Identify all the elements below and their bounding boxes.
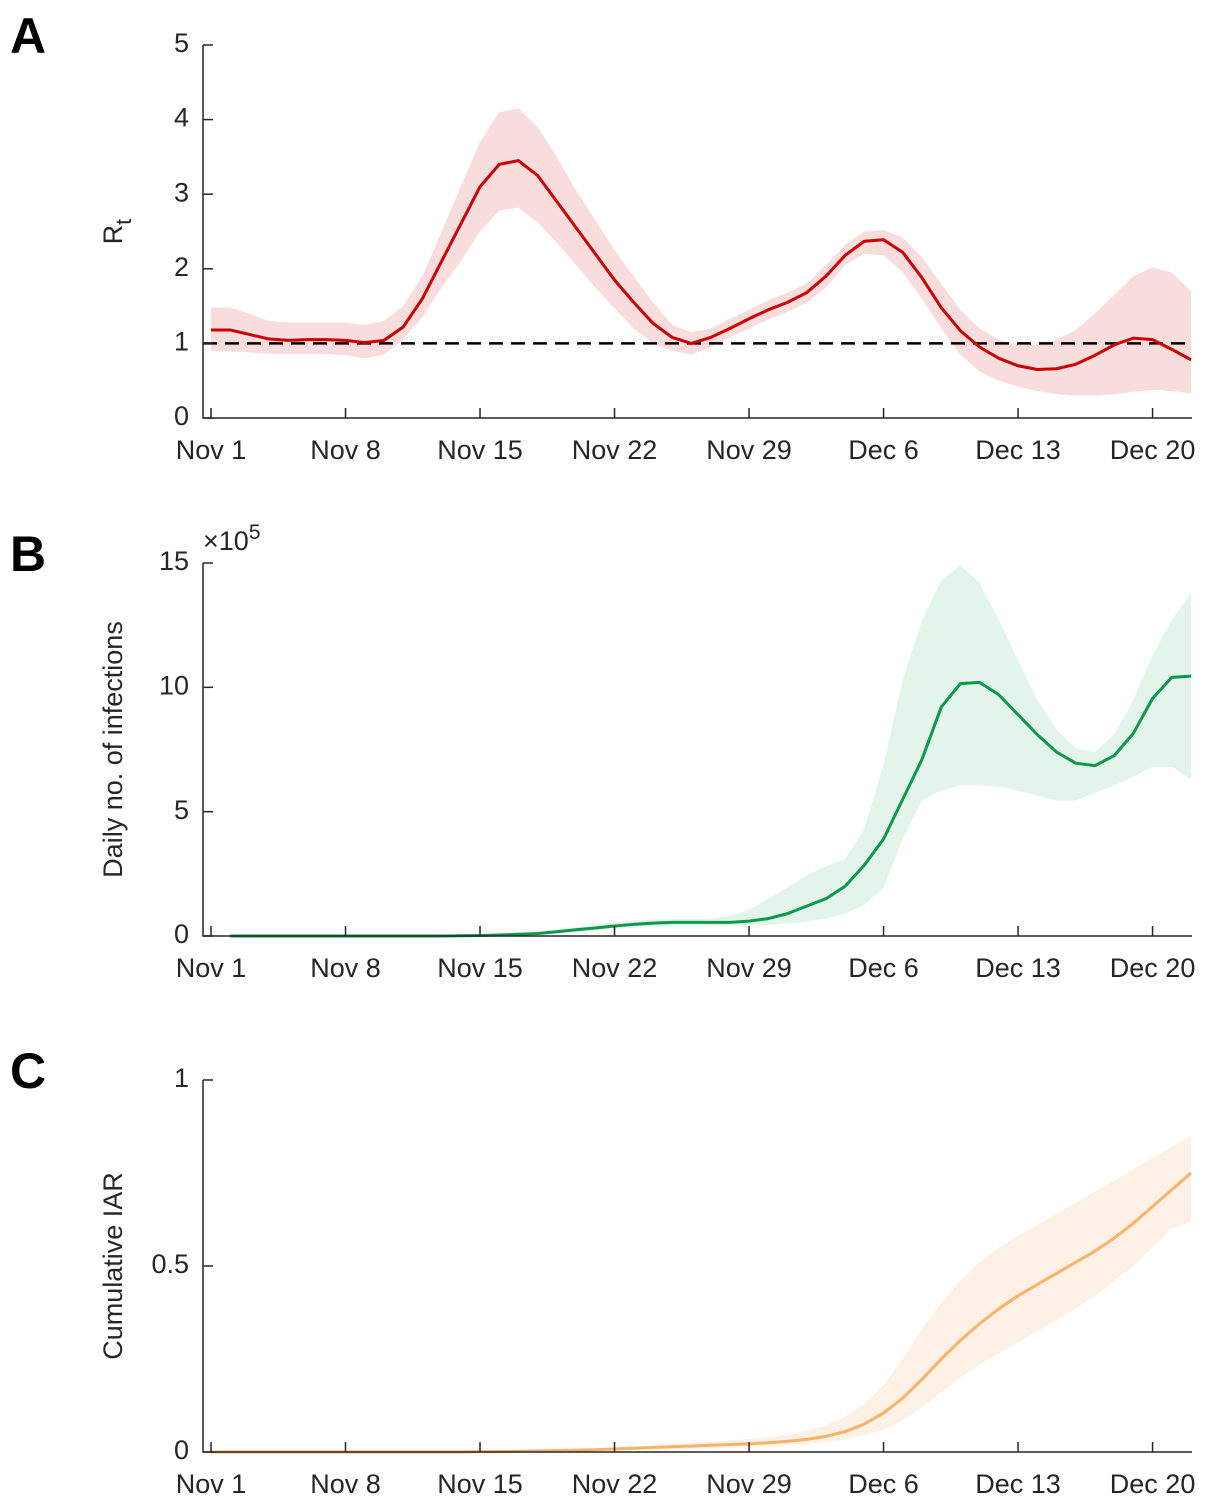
x-tick-label: Nov 1 [176, 1469, 247, 1499]
y-tick-label: 4 [174, 103, 189, 133]
panel-letter: A [10, 8, 46, 64]
y-label-main: Cumulative IAR [98, 1172, 128, 1360]
y-label-main: Daily no. of infections [98, 621, 128, 878]
y-label-main: R [98, 225, 128, 245]
x-tick-label: Dec 20 [1110, 435, 1196, 465]
multiplier-exponent: 5 [249, 521, 261, 544]
y-tick-label: 2 [174, 252, 189, 282]
axis-multiplier: ×105 [203, 521, 261, 557]
x-tick-label: Nov 8 [310, 953, 381, 983]
y-tick-label: 5 [174, 795, 189, 825]
y-tick-label: 15 [159, 546, 189, 576]
x-tick-label: Nov 1 [176, 953, 247, 983]
y-axis-label: Rt [98, 219, 136, 245]
y-axis-label: Daily no. of infections [98, 621, 128, 878]
x-tick-label: Dec 13 [975, 435, 1061, 465]
x-tick-label: Dec 6 [848, 953, 919, 983]
confidence-band [211, 108, 1191, 396]
panel: 0 0.5 1 Nov 1 Nov 8 Nov 15 Nov 22 Nov 29 Dec 6 De… [10, 1043, 1195, 1499]
x-tick-label: Dec 13 [975, 953, 1061, 983]
x-tick-label: Nov 15 [437, 435, 523, 465]
x-tick-label: Nov 29 [706, 1469, 792, 1499]
y-label-sub: t [111, 219, 136, 225]
data-line [211, 159, 1192, 372]
x-tick-label: Dec 6 [848, 1469, 919, 1499]
confidence-band [211, 1135, 1191, 1452]
y-tick-label: 0.5 [151, 1249, 189, 1279]
panel: 0 1 2 3 4 5 Nov 1 Nov 8 Nov 15 Nov 22 Nov 29 Dec 6 D… [10, 8, 1195, 465]
x-tick-label: Nov 8 [310, 1469, 381, 1499]
x-tick-label: Nov 15 [437, 953, 523, 983]
x-tick-label: Nov 29 [706, 953, 792, 983]
x-tick-label: Nov 22 [572, 1469, 658, 1499]
y-tick-label: 0 [174, 401, 189, 431]
y-tick-label: 1 [174, 1063, 189, 1093]
panel-letter: B [10, 526, 46, 582]
x-tick-label: Dec 20 [1110, 953, 1196, 983]
x-tick-label: Nov 29 [706, 435, 792, 465]
x-tick-label: Nov 22 [572, 435, 658, 465]
x-tick-label: Nov 22 [572, 953, 658, 983]
y-tick-label: 10 [159, 670, 189, 700]
y-tick-label: 3 [174, 177, 189, 207]
multiplier-base: ×10 [203, 526, 249, 556]
x-tick-label: Dec 20 [1110, 1469, 1196, 1499]
confidence-band [230, 565, 1191, 936]
x-tick-label: Nov 1 [176, 435, 247, 465]
y-tick-label: 1 [174, 327, 189, 357]
x-tick-label: Dec 13 [975, 1469, 1061, 1499]
x-tick-label: Nov 8 [310, 435, 381, 465]
y-axis-label: Cumulative IAR [98, 1172, 128, 1360]
y-tick-label: 0 [174, 919, 189, 949]
panel: 0 5 10 15 Nov 1 Nov 8 Nov 15 Nov 22 Nov 29 Dec 6 D… [10, 521, 1195, 984]
x-tick-label: Dec 6 [848, 435, 919, 465]
y-tick-label: 5 [174, 28, 189, 58]
panel-letter: C [10, 1043, 46, 1099]
y-tick-label: 0 [174, 1435, 189, 1465]
x-tick-label: Nov 15 [437, 1469, 523, 1499]
